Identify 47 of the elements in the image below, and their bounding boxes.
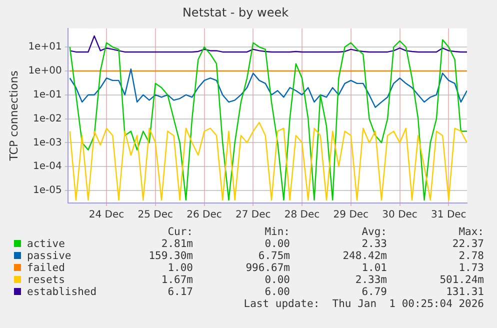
x-tick-label: 25 Dec: [138, 210, 174, 221]
x-tick-label: 28 Dec: [284, 210, 320, 221]
x-tick-label: 30 Dec: [382, 210, 418, 221]
text: 159.30m: [148, 250, 193, 262]
y-tick-label: 1e-02: [32, 113, 62, 124]
y-tick-label: 1e+01: [28, 42, 62, 53]
x-tick-label: 29 Dec: [333, 210, 369, 221]
text: Last update: Thu Jan 1 00:25:04 2026: [244, 298, 484, 310]
y-tick-label: 1e-04: [32, 161, 62, 172]
x-tick-label: 26 Dec: [186, 210, 222, 221]
text: Avg:: [362, 226, 387, 238]
x-tick-label: 27 Dec: [236, 210, 271, 221]
text: 131.31: [446, 286, 484, 298]
legend-label: passive: [27, 250, 72, 262]
text: 2.33: [362, 238, 387, 250]
text: 2.81m: [161, 238, 193, 250]
text: 248.42m: [342, 250, 387, 262]
text: 1.73: [458, 262, 484, 274]
x-tick-label: 24 Dec: [88, 210, 124, 221]
text: 6.75m: [258, 250, 290, 262]
chart-title: Netstat - by week: [182, 5, 289, 20]
text: 1.01: [362, 262, 387, 274]
legend-label: failed: [27, 262, 65, 274]
text: 22.37: [452, 238, 484, 250]
legend-label: resets: [27, 274, 65, 286]
text: 1.67m: [161, 274, 193, 286]
y-tick-label: 1e-03: [32, 137, 62, 148]
text: Cur:: [168, 226, 193, 238]
text: 0.00: [264, 274, 290, 286]
y-tick-label: 1e-05: [32, 185, 62, 196]
y-tick-label: 1e-01: [32, 89, 62, 100]
text: 6.17: [168, 286, 193, 298]
text: 6.00: [264, 286, 290, 298]
text: Min:: [264, 226, 290, 238]
text: 6.79: [362, 286, 387, 298]
text: 996.67m: [246, 262, 290, 274]
legend-label: established: [27, 286, 97, 298]
text: 2.33m: [355, 274, 387, 286]
text: 501.24m: [440, 274, 484, 286]
text: 1.00: [168, 262, 193, 274]
text: 0.00: [264, 238, 290, 250]
text: 2.78: [458, 250, 484, 262]
y-tick-label: 1e+00: [28, 66, 62, 77]
text: Max:: [458, 226, 484, 238]
x-tick-label: 31 Dec: [431, 210, 466, 221]
y-axis-title: TCP connections: [7, 70, 20, 162]
legend-label: active: [27, 238, 65, 250]
